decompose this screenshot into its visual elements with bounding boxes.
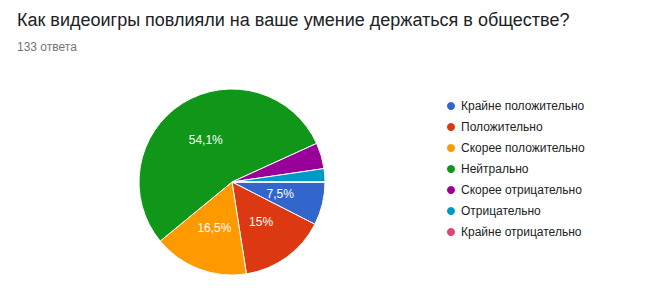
svg-text:15%: 15% — [249, 215, 273, 229]
svg-text:7,5%: 7,5% — [266, 187, 294, 201]
svg-text:16,5%: 16,5% — [197, 221, 231, 235]
svg-text:Скорее отрицательно: Скорее отрицательно — [461, 183, 582, 197]
svg-text:Крайне отрицательно: Крайне отрицательно — [461, 225, 582, 239]
svg-text:Крайне положительно: Крайне положительно — [461, 99, 585, 113]
svg-text:133 ответа: 133 ответа — [17, 40, 77, 54]
svg-text:Нейтрально: Нейтрально — [461, 162, 529, 176]
svg-text:Положительно: Положительно — [461, 120, 543, 134]
svg-text:54,1%: 54,1% — [189, 133, 223, 147]
svg-text:Отрицательно: Отрицательно — [461, 204, 541, 218]
svg-text:Скорее положительно: Скорее положительно — [461, 141, 585, 155]
svg-text:Как видеоигры повлияли на ваше: Как видеоигры повлияли на ваше умение де… — [17, 10, 570, 30]
